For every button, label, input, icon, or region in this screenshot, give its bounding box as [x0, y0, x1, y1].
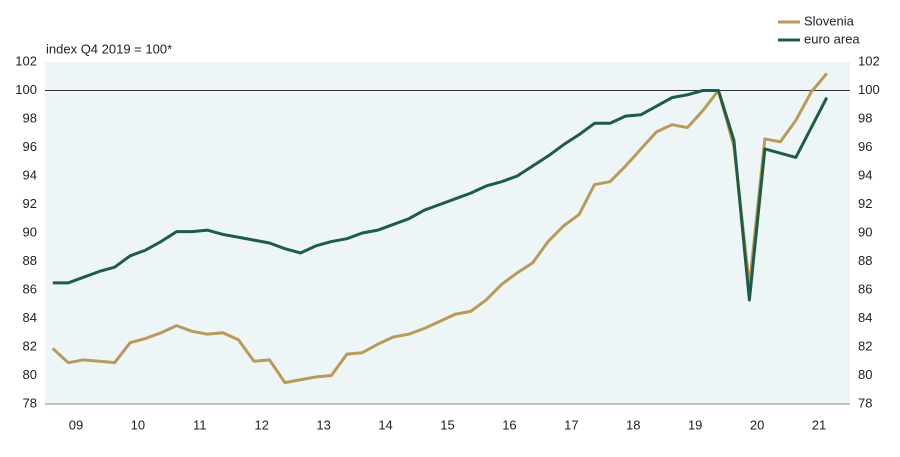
x-tick-label: 19 [688, 417, 702, 432]
y2-tick-label: 98 [858, 110, 872, 125]
y-tick-label: 84 [23, 310, 37, 325]
x-tick-label: 11 [193, 417, 207, 432]
y2-tick-label: 80 [858, 367, 872, 382]
x-tick-label: 18 [626, 417, 640, 432]
y2-tick-label: 92 [858, 196, 872, 211]
x-tick-label: 20 [750, 417, 764, 432]
y-tick-label: 102 [15, 53, 37, 68]
y2-tick-label: 86 [858, 281, 872, 296]
x-tick-label: 09 [69, 417, 83, 432]
y2-tick-label: 78 [858, 395, 872, 410]
x-tick-label: 14 [378, 417, 392, 432]
y2-tick-label: 100 [858, 82, 880, 97]
x-tick-label: 21 [812, 417, 826, 432]
legend-label: Slovenia [804, 13, 855, 28]
y-tick-label: 98 [23, 110, 37, 125]
y-tick-label: 96 [23, 139, 37, 154]
legend-label: euro area [804, 31, 860, 46]
x-tick-label: 10 [131, 417, 145, 432]
y2-tick-label: 84 [858, 310, 872, 325]
y-tick-label: 88 [23, 253, 37, 268]
x-tick-label: 16 [502, 417, 516, 432]
y2-tick-label: 102 [858, 53, 880, 68]
y-tick-label: 92 [23, 196, 37, 211]
annotation: index Q4 2019 = 100* [46, 41, 172, 56]
plot-area [45, 62, 850, 404]
x-tick-label: 13 [316, 417, 330, 432]
y-tick-label: 90 [23, 224, 37, 239]
y2-tick-label: 96 [858, 139, 872, 154]
series-line [51, 72, 828, 385]
series-line [52, 89, 829, 302]
y-tick-label: 86 [23, 281, 37, 296]
y-tick-label: 100 [15, 82, 37, 97]
x-tick-label: 15 [440, 417, 454, 432]
y2-tick-label: 88 [858, 253, 872, 268]
y2-tick-label: 90 [858, 224, 872, 239]
y2-tick-label: 94 [858, 167, 872, 182]
y2-tick-label: 82 [858, 338, 872, 353]
y-tick-label: 78 [23, 395, 37, 410]
y-tick-label: 94 [23, 167, 37, 182]
y-tick-label: 80 [23, 367, 37, 382]
x-tick-label: 17 [564, 417, 578, 432]
y-tick-label: 82 [23, 338, 37, 353]
x-tick-label: 12 [254, 417, 268, 432]
